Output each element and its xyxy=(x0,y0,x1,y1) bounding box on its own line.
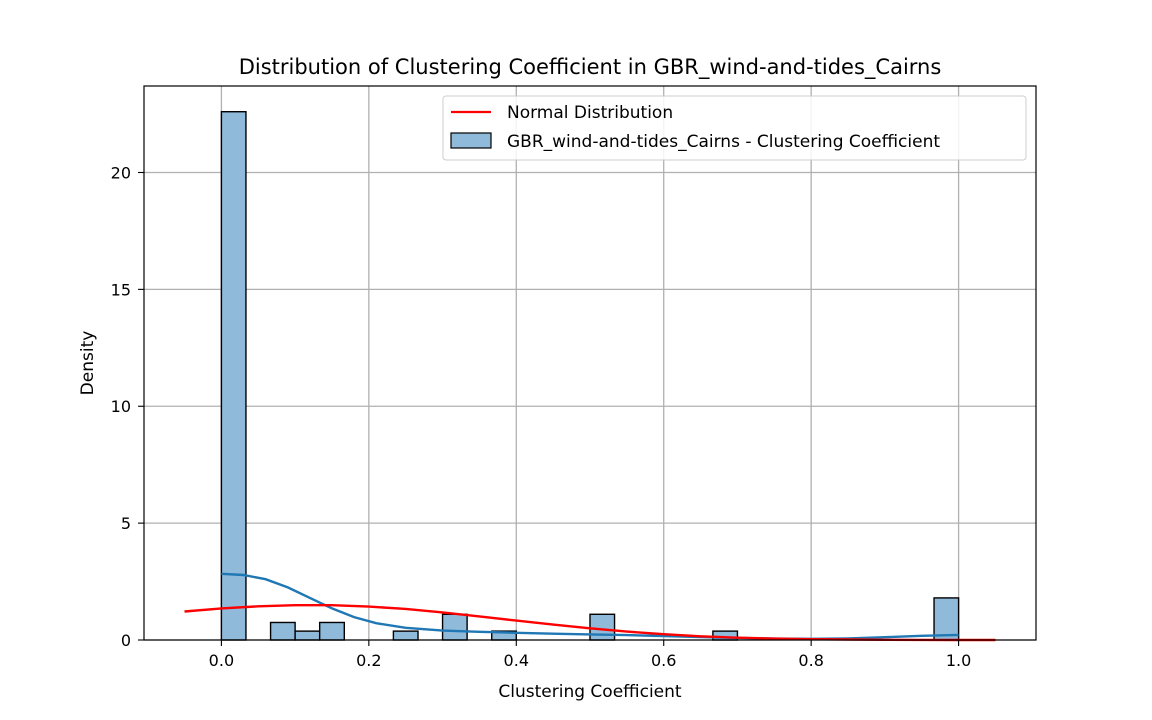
x-axis-title: Clustering Coefficient xyxy=(498,682,681,702)
y-tick-label: 0 xyxy=(121,631,131,650)
x-tick-label: 0.2 xyxy=(356,651,381,670)
x-tick-label: 1.0 xyxy=(946,651,971,670)
histogram-bar xyxy=(294,630,321,641)
x-tick-label: 0.0 xyxy=(209,651,234,670)
histogram-bar xyxy=(269,621,296,641)
histogram-bar xyxy=(318,621,345,641)
legend-box xyxy=(442,95,1027,161)
legend-histogram-patch-swatch xyxy=(450,132,492,149)
histogram-bar xyxy=(589,613,616,641)
y-tick-label: 15 xyxy=(111,280,131,299)
grid-lines xyxy=(144,86,1036,641)
histogram-bar xyxy=(441,613,468,641)
y-axis-title: Density xyxy=(78,331,98,396)
x-tick-label: 0.8 xyxy=(798,651,823,670)
histogram-bar xyxy=(392,630,419,641)
chart-title: Distribution of Clustering Coefficient i… xyxy=(239,55,942,80)
y-tick-label: 5 xyxy=(121,514,131,533)
x-tick-label: 0.6 xyxy=(651,651,676,670)
legend-normal-label: Normal Distribution xyxy=(507,103,673,123)
y-tick-label: 10 xyxy=(111,397,131,416)
legend: Normal Distribution GBR_wind-and-tides_C… xyxy=(442,95,1027,161)
y-tick-label: 20 xyxy=(111,163,131,182)
histogram-bar xyxy=(220,111,247,641)
axes-frame xyxy=(143,85,1037,641)
plot-area: 0.0 0.2 0.4 0.6 0.8 1.0 0 5 10 15 20 xyxy=(111,85,1037,670)
histogram-bar xyxy=(933,597,960,641)
axis-ticks: 0.0 0.2 0.4 0.6 0.8 1.0 0 5 10 15 20 xyxy=(111,163,972,670)
legend-histogram-label: GBR_wind-and-tides_Cairns - Clustering C… xyxy=(507,132,940,152)
x-tick-label: 0.4 xyxy=(504,651,529,670)
